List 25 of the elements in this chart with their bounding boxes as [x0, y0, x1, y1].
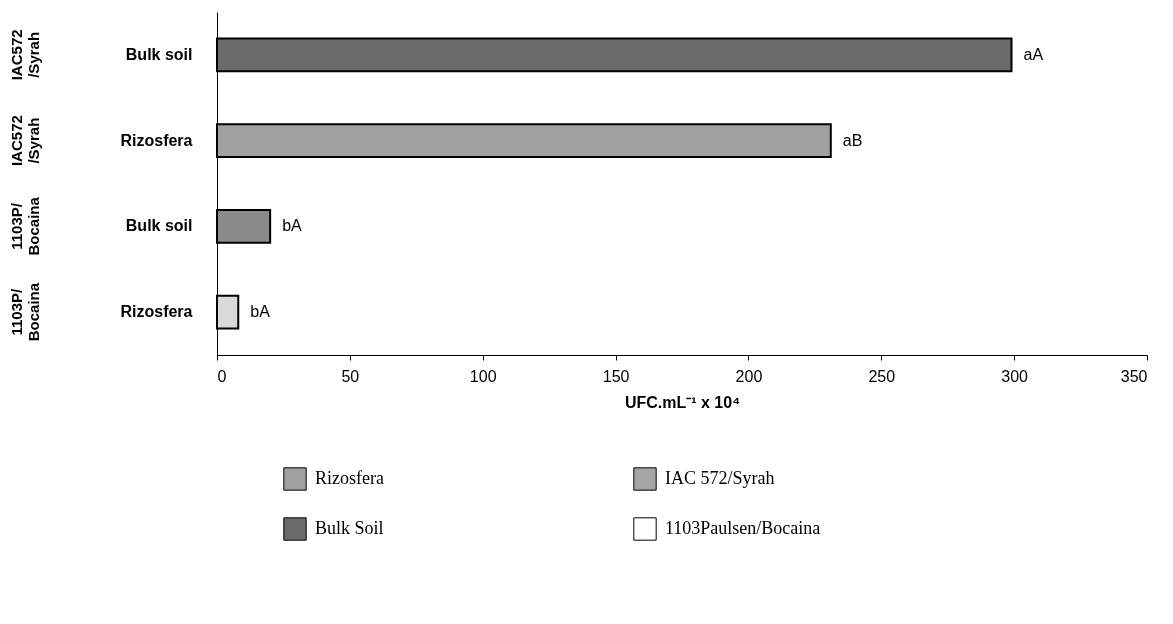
y-tick-label: Rizosfera: [120, 131, 193, 149]
text: IAC572 /Syrah: [8, 29, 42, 81]
text: IAC572 /Syrah: [8, 115, 42, 167]
x-tick-label: 300: [1001, 367, 1029, 385]
text: aB: [842, 131, 863, 149]
y-tick-label: Bulk soil: [125, 45, 193, 63]
x-tick-label: 100: [469, 367, 497, 385]
text: IAC 572/Syrah: [665, 468, 775, 488]
text: aA: [1023, 45, 1044, 63]
text: 1103Paulsen/Bocaina: [665, 518, 821, 538]
text: bA: [250, 303, 270, 321]
text: 1103P/ Bocaina: [8, 282, 42, 342]
y-tick-label: Rizosfera: [120, 303, 193, 321]
x-tick-label: 50: [341, 367, 360, 385]
x-tick-label: 200: [735, 367, 763, 385]
x-tick-label: 150: [602, 367, 630, 385]
text: bA: [282, 217, 302, 235]
text: 1103P/ Bocaina: [8, 196, 42, 256]
y-tick-label: Bulk soil: [125, 217, 193, 235]
legend-label: Rizosfera: [315, 468, 384, 488]
x-tick-label: 350: [1120, 367, 1148, 385]
legend-label: Bulk Soil: [315, 518, 384, 538]
x-tick-label: 0: [217, 367, 227, 385]
x-tick-label: 250: [868, 367, 896, 385]
x-axis-title: UFC.mL⁻¹ x 10⁴: [624, 393, 741, 411]
